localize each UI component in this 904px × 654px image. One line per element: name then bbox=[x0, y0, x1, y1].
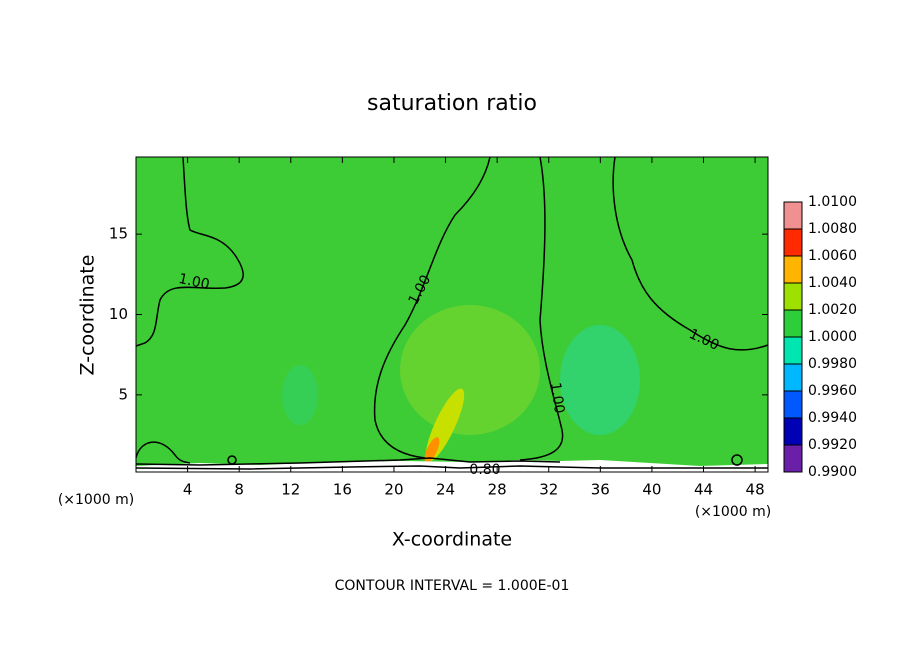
colorbar-band bbox=[784, 256, 802, 283]
x-axis-label: X-coordinate bbox=[392, 529, 512, 551]
contour-line bbox=[135, 156, 244, 347]
field-patch bbox=[400, 305, 540, 435]
colorbar-band bbox=[784, 283, 802, 310]
colorbar-tick-label: 0.9960 bbox=[808, 383, 857, 399]
contour-label: 1.00 bbox=[547, 381, 567, 414]
colorbar-band bbox=[784, 202, 802, 229]
y-unit-label: (×1000 m) bbox=[58, 492, 134, 508]
colorbar-band bbox=[784, 418, 802, 445]
x-tick-label: 4 bbox=[183, 481, 193, 499]
x-tick-label: 8 bbox=[234, 481, 244, 499]
x-tick-label: 40 bbox=[642, 481, 661, 499]
contour-line bbox=[373, 156, 491, 459]
colorbar-tick-label: 1.0020 bbox=[808, 302, 857, 318]
plot-field: 1.00 1.00 1.00 1.00 0.80 bbox=[135, 156, 769, 478]
colorbar-tick-label: 0.9900 bbox=[808, 464, 857, 480]
x-tick-label: 44 bbox=[694, 481, 713, 499]
contour-line bbox=[612, 156, 769, 351]
x-unit-label: (×1000 m) bbox=[695, 504, 771, 520]
colorbar-band bbox=[784, 337, 802, 364]
contour-line bbox=[135, 465, 768, 470]
colorbar-band bbox=[784, 229, 802, 256]
x-tick-label: 48 bbox=[746, 481, 765, 499]
colorbar-band bbox=[784, 310, 802, 337]
y-tick-label: 15 bbox=[109, 225, 128, 243]
x-tick-label: 36 bbox=[591, 481, 610, 499]
y-tick-label: 10 bbox=[109, 305, 128, 323]
x-tick-label: 28 bbox=[488, 481, 507, 499]
colorbar-band bbox=[784, 364, 802, 391]
field-patch bbox=[136, 460, 768, 472]
contour-line bbox=[519, 156, 564, 461]
x-tick-label: 12 bbox=[281, 481, 300, 499]
chart-title: saturation ratio bbox=[367, 91, 537, 116]
contour-line bbox=[227, 455, 237, 465]
contour-label: 1.00 bbox=[177, 271, 211, 293]
colorbar-tick-label: 0.9920 bbox=[808, 437, 857, 453]
y-tick-label: 5 bbox=[118, 385, 128, 403]
contour-line bbox=[135, 457, 561, 466]
footer-note: CONTOUR INTERVAL = 1.000E-01 bbox=[335, 578, 570, 594]
colorbar-tick-label: 1.0000 bbox=[808, 329, 857, 345]
colorbar-tick-label: 1.0040 bbox=[808, 275, 857, 291]
x-tick-label: 20 bbox=[384, 481, 403, 499]
field-patch bbox=[424, 437, 440, 463]
colorbar-tick-label: 1.0080 bbox=[808, 221, 857, 237]
colorbar-tick-label: 1.0100 bbox=[808, 194, 857, 210]
field-patch bbox=[282, 365, 318, 425]
contour-line bbox=[135, 441, 191, 464]
y-axis-label: Z-coordinate bbox=[77, 255, 99, 376]
colorbar-tick-label: 0.9940 bbox=[808, 410, 857, 426]
x-tick-label: 24 bbox=[436, 481, 455, 499]
contour-label: 0.80 bbox=[469, 462, 500, 478]
x-tick-label: 16 bbox=[333, 481, 352, 499]
field-patch bbox=[560, 325, 640, 435]
colorbar-band bbox=[784, 445, 802, 472]
contour-line bbox=[731, 454, 743, 466]
x-tick-label: 32 bbox=[539, 481, 558, 499]
colorbar-tick-label: 1.0060 bbox=[808, 248, 857, 264]
colorbar-tick-label: 0.9980 bbox=[808, 356, 857, 372]
colorbar-band bbox=[784, 391, 802, 418]
